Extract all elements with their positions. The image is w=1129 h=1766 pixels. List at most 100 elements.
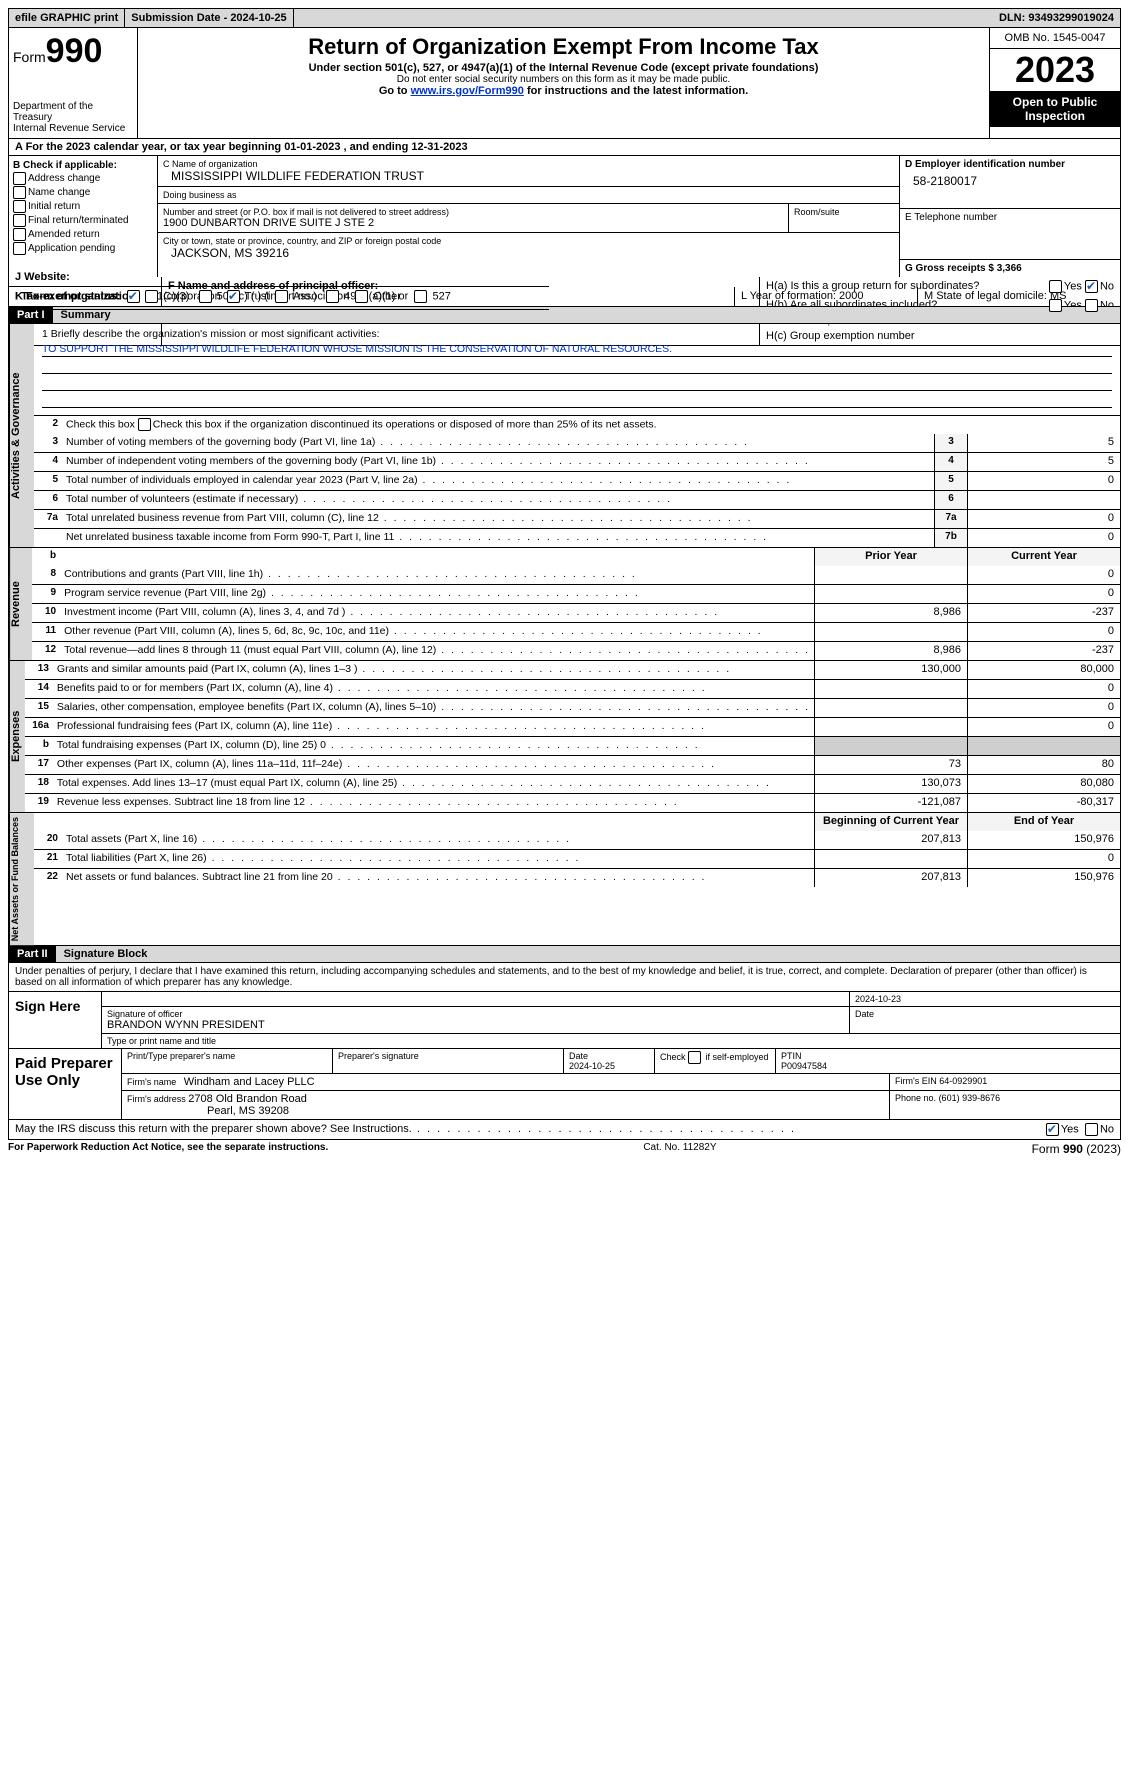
gov-line: 6 Total number of volunteers (estimate i… [34, 490, 1120, 509]
data-line: 13 Grants and similar amounts paid (Part… [25, 661, 1120, 679]
prep-date-hdr: Date [569, 1051, 588, 1061]
vlabel-governance: Activities & Governance [9, 324, 34, 547]
cb-501c3[interactable] [127, 290, 140, 303]
form-word: Form [13, 49, 46, 65]
cb-initial-return[interactable] [13, 200, 26, 213]
mission-blank3 [42, 394, 1112, 408]
discuss-row: May the IRS discuss this return with the… [8, 1120, 1121, 1140]
firm-name: Windham and Lacey PLLC [184, 1076, 315, 1088]
cb-final-return[interactable] [13, 214, 26, 227]
data-line: 21 Total liabilities (Part X, line 26) 0 [34, 849, 1120, 868]
cb-self-employed[interactable] [688, 1051, 701, 1064]
tax-exempt-label: I Tax-exempt status: [15, 290, 121, 302]
cb-address-change[interactable] [13, 172, 26, 185]
lbl-527: 527 [432, 290, 450, 302]
part2-title: Signature Block [56, 946, 1120, 962]
addr-value: 1900 DUNBARTON DRIVE SUITE J STE 2 [163, 217, 783, 229]
line2-pre: Check this box [66, 418, 138, 430]
lbl-final-return: Final return/terminated [28, 215, 129, 226]
cb-discuss-no[interactable] [1085, 1123, 1098, 1136]
firm-addr1: 2708 Old Brandon Road [188, 1093, 307, 1105]
firm-phone: (601) 939-8676 [939, 1093, 1001, 1103]
firm-phone-label: Phone no. [895, 1093, 936, 1103]
footer-form-num: 990 [1063, 1142, 1083, 1156]
header-left: Form990 Department of the Treasury Inter… [9, 28, 138, 138]
mission-blank1 [42, 360, 1112, 374]
footer-form-post: (2023) [1083, 1142, 1121, 1156]
data-line: 18 Total expenses. Add lines 13–17 (must… [25, 774, 1120, 793]
col-current-year: Current Year [967, 548, 1120, 566]
firm-addr-label: Firm's address [127, 1094, 186, 1104]
cb-association[interactable] [275, 290, 288, 303]
cb-discontinued[interactable] [138, 418, 151, 431]
data-line: 8 Contributions and grants (Part VIII, l… [32, 566, 1120, 584]
gov-line: 5 Total number of individuals employed i… [34, 471, 1120, 490]
col-prior-year: Prior Year [814, 548, 967, 566]
cb-501c[interactable] [199, 290, 212, 303]
data-line: 22 Net assets or fund balances. Subtract… [34, 868, 1120, 887]
dba-label: Doing business as [163, 190, 894, 200]
ssn-warning: Do not enter social security numbers on … [146, 74, 981, 85]
mission-blank2 [42, 377, 1112, 391]
vlabel-revenue: Revenue [9, 548, 32, 660]
mission-block: 1 Briefly describe the organization's mi… [34, 324, 1120, 415]
data-line: 16a Professional fundraising fees (Part … [25, 717, 1120, 736]
data-line: 20 Total assets (Part X, line 16) 207,81… [34, 831, 1120, 849]
cb-other[interactable] [355, 290, 368, 303]
lbl-initial-return: Initial return [28, 201, 80, 212]
room-label: Room/suite [794, 207, 894, 217]
cb-discuss-yes[interactable] [1046, 1123, 1059, 1136]
form990-link[interactable]: www.irs.gov/Form990 [411, 85, 524, 97]
lbl-discuss-yes: Yes [1061, 1124, 1079, 1136]
data-line: 11 Other revenue (Part VIII, column (A),… [32, 622, 1120, 641]
row-a-taxyear: A For the 2023 calendar year, or tax yea… [8, 139, 1121, 156]
sign-here-block: Sign Here 2024-10-23 Signature of office… [8, 992, 1121, 1049]
cb-4947[interactable] [326, 290, 339, 303]
form-subtitle: Under section 501(c), 527, or 4947(a)(1)… [146, 62, 981, 74]
cb-name-change[interactable] [13, 186, 26, 199]
goto-pre: Go to [379, 85, 411, 97]
tax-year: 2023 [990, 49, 1120, 91]
addr-label: Number and street (or P.O. box if mail i… [163, 207, 783, 217]
cb-527[interactable] [414, 290, 427, 303]
org-name: MISSISSIPPI WILDLIFE FEDERATION TRUST [163, 169, 894, 183]
catalog-number: Cat. No. 11282Y [643, 1142, 716, 1156]
efile-label[interactable]: efile GRAPHIC print [9, 9, 125, 27]
firm-name-label: Firm's name [127, 1077, 176, 1087]
section-expenses: Expenses 13 Grants and similar amounts p… [8, 661, 1121, 813]
cb-application-pending[interactable] [13, 242, 26, 255]
page-footer: For Paperwork Reduction Act Notice, see … [8, 1142, 1121, 1156]
submission-date: Submission Date - 2024-10-25 [125, 9, 293, 27]
cb-corporation[interactable] [145, 290, 158, 303]
ein-label: D Employer identification number [905, 159, 1115, 170]
line2-text: Check this box if the organization disco… [153, 418, 657, 430]
city-value: JACKSON, MS 39216 [163, 246, 894, 260]
gross-receipts: G Gross receipts $ 3,366 [905, 263, 1115, 274]
type-print-label: Type or print name and title [102, 1034, 1120, 1048]
firm-ein: 64-0929901 [939, 1076, 987, 1086]
lbl-name-change: Name change [28, 187, 90, 198]
ptin-value: P00947584 [781, 1061, 827, 1071]
prep-date: 2024-10-25 [569, 1061, 615, 1071]
cb-ha-yes[interactable] [1049, 280, 1062, 293]
paid-preparer-block: Paid Preparer Use Only Print/Type prepar… [8, 1049, 1121, 1120]
sign-here-label: Sign Here [9, 992, 102, 1048]
data-line: b Total fundraising expenses (Part IX, c… [25, 736, 1120, 755]
lbl-discuss-no: No [1100, 1124, 1114, 1136]
section-governance: Activities & Governance 1 Briefly descri… [8, 324, 1121, 548]
phone-label: E Telephone number [905, 212, 1115, 223]
ein-value: 58-2180017 [905, 170, 1115, 192]
cb-amended-return[interactable] [13, 228, 26, 241]
cb-hb-no[interactable] [1085, 299, 1098, 312]
section-netassets: Net Assets or Fund Balances Beginning of… [8, 813, 1121, 946]
cb-hb-yes[interactable] [1049, 299, 1062, 312]
cb-ha-no[interactable] [1085, 280, 1098, 293]
block-bcdeg: B Check if applicable: Address change Na… [8, 156, 1121, 277]
cb-trust[interactable] [227, 290, 240, 303]
gov-line: 7a Total unrelated business revenue from… [34, 509, 1120, 528]
goto-post: for instructions and the latest informat… [524, 85, 748, 97]
prep-name-hdr: Print/Type preparer's name [122, 1049, 333, 1073]
part2-header: Part II Signature Block [8, 946, 1121, 963]
mission-label: 1 Briefly describe the organization's mi… [42, 328, 1112, 340]
data-line: 17 Other expenses (Part IX, column (A), … [25, 755, 1120, 774]
